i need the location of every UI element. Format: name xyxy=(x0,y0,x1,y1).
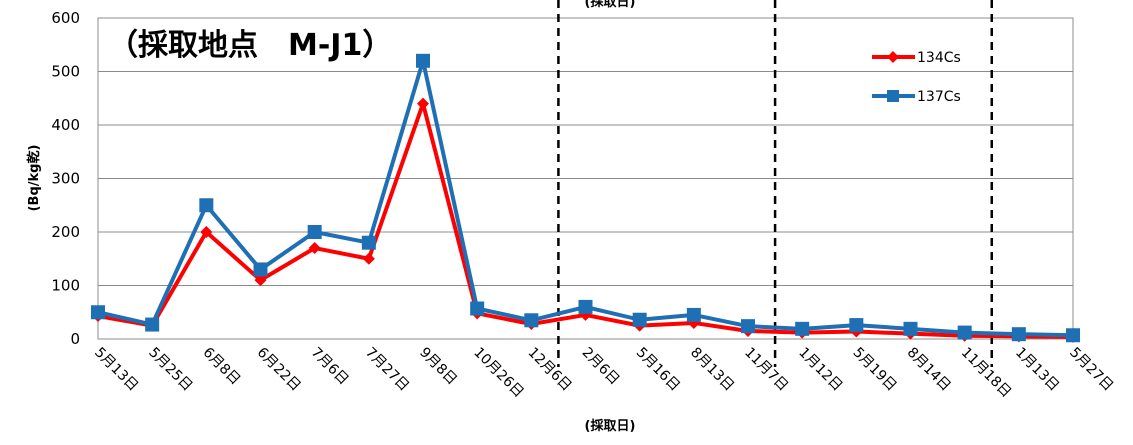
point-134cs xyxy=(200,226,213,238)
x-tick-label: 1月12日 xyxy=(795,345,845,395)
point-137cs xyxy=(903,321,918,336)
data-series xyxy=(91,53,1080,343)
point-137cs xyxy=(686,307,701,322)
legend-square-marker xyxy=(887,90,899,102)
point-137cs xyxy=(199,198,214,213)
point-137cs xyxy=(524,313,539,328)
x-axis-ticks: 5月13日 5月25日 6月8日 6月22日 7月6日 7月27日 9月8日 10月26日12… xyxy=(91,345,1116,401)
y-tick-label: 600 xyxy=(51,9,80,27)
period-separators xyxy=(557,0,993,367)
y-tick-label: 200 xyxy=(51,223,80,241)
point-134cs xyxy=(417,97,429,110)
x-tick-label: 2月6日 xyxy=(579,345,623,389)
y-tick-label: 400 xyxy=(51,116,80,134)
x-tick-label: 11月7日 xyxy=(741,345,791,395)
y-axis-label: (Bq/kg乾) xyxy=(26,145,42,212)
point-137cs xyxy=(957,325,972,340)
x-tick-label: 5月19日 xyxy=(850,345,900,395)
chart-title: （採取地点 M-J1） xyxy=(108,28,392,63)
x-tick-label: 5月27日 xyxy=(1066,345,1116,395)
point-137cs xyxy=(145,317,160,332)
point-137cs xyxy=(578,299,593,314)
point-134cs xyxy=(308,242,321,255)
y-axis-ticks: 0 100 200 300 400 500 600 xyxy=(51,9,80,348)
x-tick-label: 5月25日 xyxy=(145,345,195,395)
grid-lines xyxy=(97,17,1074,340)
point-137cs xyxy=(361,235,376,250)
x-tick-label: 5月16日 xyxy=(633,345,683,395)
y-tick-label: 0 xyxy=(70,330,80,348)
point-137cs xyxy=(91,305,105,320)
x-axis-label: (採取日) xyxy=(585,418,636,434)
x-tick-label: 11月18日 xyxy=(958,345,1014,401)
x-tick-label: 6月8日 xyxy=(200,345,244,389)
point-137cs xyxy=(470,301,485,316)
x-tick-label: 8月14日 xyxy=(904,345,954,395)
legend-label-134cs: 134Cs xyxy=(917,50,961,66)
x-tick-label: 7月27日 xyxy=(362,345,412,395)
point-134cs xyxy=(362,252,375,265)
legend-diamond-marker xyxy=(887,51,899,63)
y-tick-label: 100 xyxy=(51,277,80,295)
point-137cs xyxy=(253,262,268,277)
x-tick-label: 8月13日 xyxy=(687,345,737,395)
x-tick-label: 9月8日 xyxy=(416,345,460,389)
x-tick-label: 10月26日 xyxy=(470,345,526,401)
x-tick-label: 6月22日 xyxy=(254,345,304,395)
y-tick-label: 500 xyxy=(51,63,80,81)
x-tick-label: 7月6日 xyxy=(308,345,352,389)
point-137cs xyxy=(795,321,810,336)
x-tick-label: 12月6日 xyxy=(525,345,575,395)
legend: 134Cs 137Cs xyxy=(872,50,961,105)
point-134cs xyxy=(254,274,267,287)
x-tick-label: 1月13日 xyxy=(1012,345,1062,395)
point-137cs xyxy=(307,225,322,239)
point-137cs xyxy=(1066,328,1080,343)
point-137cs xyxy=(632,312,647,327)
plot-area-border xyxy=(97,17,1074,340)
point-137cs xyxy=(1011,327,1026,342)
point-137cs xyxy=(416,53,430,68)
legend-label-137cs: 137Cs xyxy=(917,89,961,105)
point-137cs xyxy=(741,319,755,334)
x-tick-label: 5月13日 xyxy=(91,345,141,395)
top-axis-label: (採取日) xyxy=(585,0,636,10)
point-137cs xyxy=(849,318,864,333)
y-tick-label: 300 xyxy=(51,170,80,188)
